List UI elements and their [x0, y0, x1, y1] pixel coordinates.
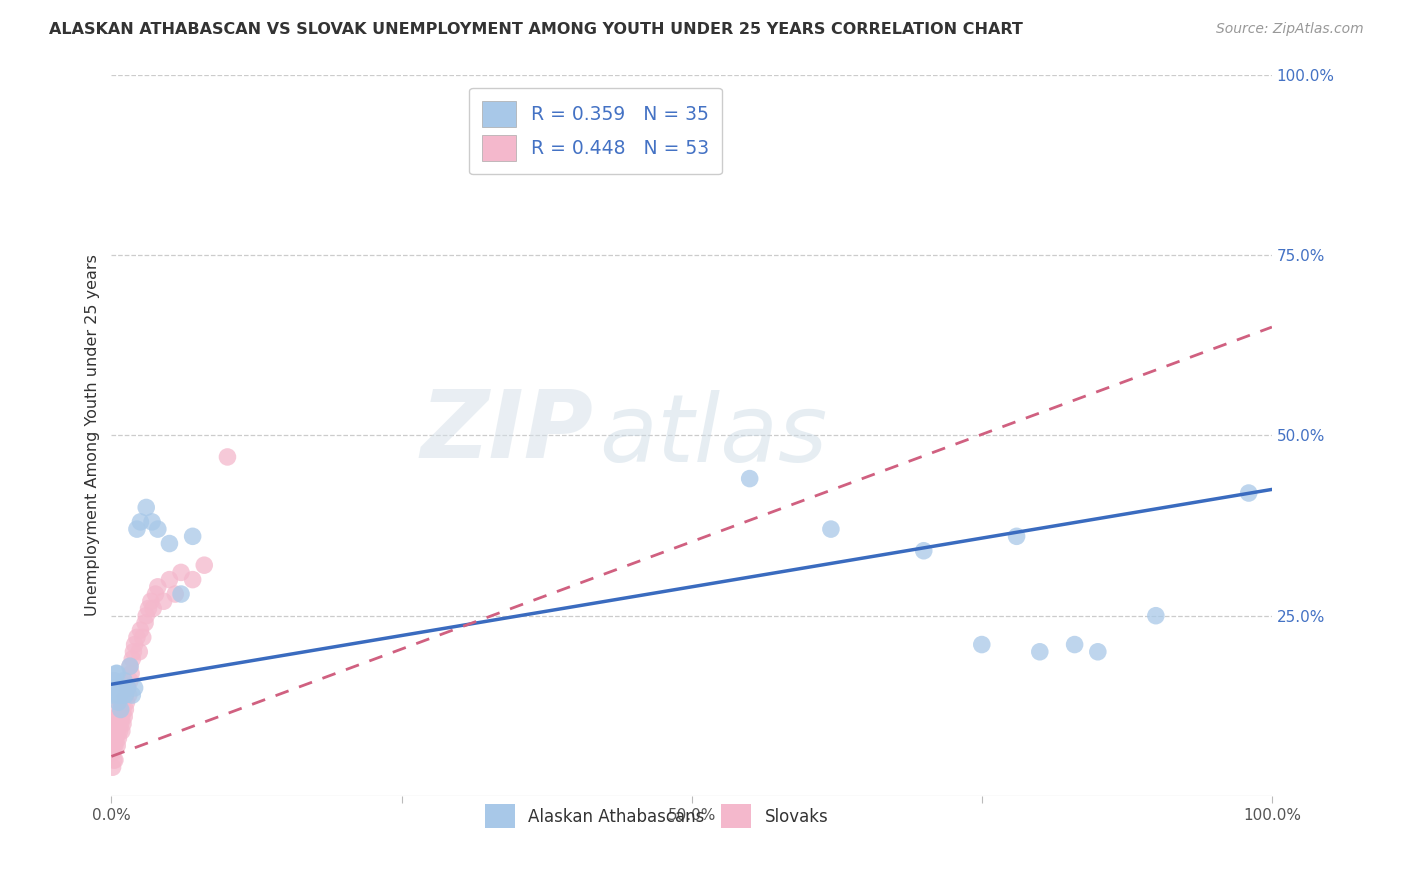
Point: [104, 681, 127, 695]
Point: [111, 709, 134, 723]
Point: [105, 717, 128, 731]
Point: [101, 760, 124, 774]
Point: [170, 587, 193, 601]
Point: [101, 746, 124, 760]
Point: [170, 566, 193, 580]
Point: [111, 681, 134, 695]
Point: [103, 673, 125, 688]
Point: [132, 631, 155, 645]
Point: [110, 717, 132, 731]
Point: [1063, 638, 1085, 652]
Point: [110, 702, 132, 716]
Point: [105, 724, 128, 739]
Point: [146, 580, 169, 594]
Point: [129, 623, 152, 637]
Point: [159, 536, 181, 550]
Point: [134, 615, 156, 630]
Point: [114, 688, 136, 702]
Point: [105, 731, 128, 746]
Point: [108, 688, 131, 702]
Point: [105, 739, 128, 753]
Point: [121, 652, 143, 666]
Point: [738, 472, 761, 486]
Text: Source: ZipAtlas.com: Source: ZipAtlas.com: [1216, 22, 1364, 37]
Text: atlas: atlas: [599, 390, 827, 481]
Point: [124, 681, 146, 695]
Point: [104, 739, 127, 753]
Point: [118, 659, 141, 673]
Point: [165, 587, 187, 601]
Point: [104, 753, 127, 767]
Point: [122, 645, 145, 659]
Point: [1029, 645, 1052, 659]
Point: [152, 594, 174, 608]
Point: [139, 594, 162, 608]
Point: [108, 724, 131, 739]
Point: [104, 724, 127, 739]
Point: [970, 638, 993, 652]
Point: [112, 673, 135, 688]
Point: [181, 573, 204, 587]
Point: [181, 529, 204, 543]
Point: [108, 709, 131, 723]
Point: [107, 695, 129, 709]
Point: [115, 695, 138, 709]
Point: [138, 601, 160, 615]
Point: [146, 522, 169, 536]
Point: [129, 515, 152, 529]
Point: [118, 659, 141, 673]
Point: [117, 681, 139, 695]
Point: [118, 688, 141, 702]
Point: [135, 500, 157, 515]
Point: [128, 645, 150, 659]
Point: [107, 717, 129, 731]
Point: [142, 601, 165, 615]
Point: [125, 522, 148, 536]
Point: [141, 515, 163, 529]
Point: [1087, 645, 1109, 659]
Point: [103, 753, 125, 767]
Point: [114, 688, 136, 702]
Text: ALASKAN ATHABASCAN VS SLOVAK UNEMPLOYMENT AMONG YOUTH UNDER 25 YEARS CORRELATION: ALASKAN ATHABASCAN VS SLOVAK UNEMPLOYMEN…: [49, 22, 1024, 37]
Point: [112, 709, 135, 723]
Point: [120, 666, 142, 681]
Point: [105, 709, 128, 723]
Point: [107, 702, 129, 716]
Point: [135, 608, 157, 623]
Point: [111, 688, 134, 702]
Point: [217, 450, 239, 464]
Point: [101, 688, 124, 702]
Point: [105, 688, 128, 702]
Point: [820, 522, 842, 536]
Point: [912, 543, 935, 558]
Point: [1237, 486, 1260, 500]
Point: [1144, 608, 1167, 623]
Point: [121, 688, 143, 702]
Point: [1005, 529, 1028, 543]
Point: [117, 681, 139, 695]
Point: [114, 702, 136, 716]
Point: [145, 587, 167, 601]
Point: [103, 739, 125, 753]
Y-axis label: Unemployment Among Youth under 25 years: Unemployment Among Youth under 25 years: [86, 254, 100, 616]
Point: [105, 666, 128, 681]
Point: [125, 631, 148, 645]
Point: [111, 724, 134, 739]
Legend: Alaskan Athabascans, Slovaks: Alaskan Athabascans, Slovaks: [478, 797, 835, 835]
Text: ZIP: ZIP: [420, 385, 593, 478]
Point: [111, 702, 134, 716]
Point: [193, 558, 215, 573]
Point: [111, 717, 134, 731]
Point: [105, 666, 128, 681]
Point: [124, 638, 146, 652]
Point: [118, 673, 141, 688]
Point: [110, 695, 132, 709]
Point: [107, 731, 129, 746]
Point: [159, 573, 181, 587]
